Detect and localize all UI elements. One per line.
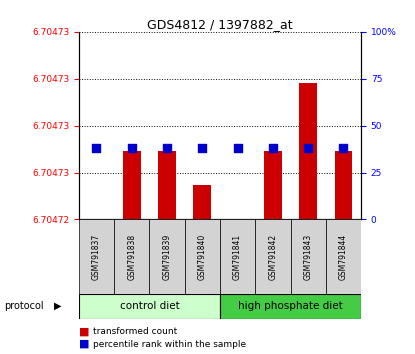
Text: transformed count: transformed count bbox=[93, 327, 178, 336]
Point bbox=[305, 145, 311, 151]
Text: GSM791843: GSM791843 bbox=[304, 234, 312, 280]
Point bbox=[93, 145, 100, 151]
Bar bbox=[79, 294, 220, 319]
Bar bbox=[193, 185, 211, 219]
Text: control diet: control diet bbox=[120, 301, 179, 311]
Text: GSM791837: GSM791837 bbox=[92, 234, 101, 280]
Bar bbox=[290, 219, 326, 294]
Title: GDS4812 / 1397882_at: GDS4812 / 1397882_at bbox=[147, 18, 293, 31]
Point bbox=[234, 145, 241, 151]
Text: percentile rank within the sample: percentile rank within the sample bbox=[93, 339, 247, 349]
Bar bbox=[123, 151, 141, 219]
Bar bbox=[185, 219, 220, 294]
Text: ▶: ▶ bbox=[54, 301, 62, 311]
Bar bbox=[220, 219, 255, 294]
Bar bbox=[299, 83, 317, 219]
Bar bbox=[326, 219, 361, 294]
Point bbox=[199, 145, 205, 151]
Text: protocol: protocol bbox=[4, 301, 44, 311]
Bar bbox=[255, 219, 290, 294]
Bar bbox=[79, 219, 114, 294]
Text: high phosphate diet: high phosphate diet bbox=[238, 301, 343, 311]
Bar bbox=[158, 151, 176, 219]
Text: ■: ■ bbox=[79, 326, 89, 336]
Point bbox=[340, 145, 347, 151]
Bar bbox=[264, 151, 282, 219]
Bar bbox=[114, 219, 149, 294]
Text: GSM791840: GSM791840 bbox=[198, 234, 207, 280]
Text: GSM791842: GSM791842 bbox=[269, 234, 277, 280]
Bar bbox=[334, 151, 352, 219]
Point bbox=[129, 145, 135, 151]
Point bbox=[164, 145, 171, 151]
Text: GSM791844: GSM791844 bbox=[339, 234, 348, 280]
Point bbox=[270, 145, 276, 151]
Text: GSM791841: GSM791841 bbox=[233, 234, 242, 280]
Text: ■: ■ bbox=[79, 339, 89, 349]
Text: GSM791839: GSM791839 bbox=[163, 234, 171, 280]
Text: GSM791838: GSM791838 bbox=[127, 234, 136, 280]
Bar bbox=[149, 219, 185, 294]
Bar bbox=[220, 294, 361, 319]
